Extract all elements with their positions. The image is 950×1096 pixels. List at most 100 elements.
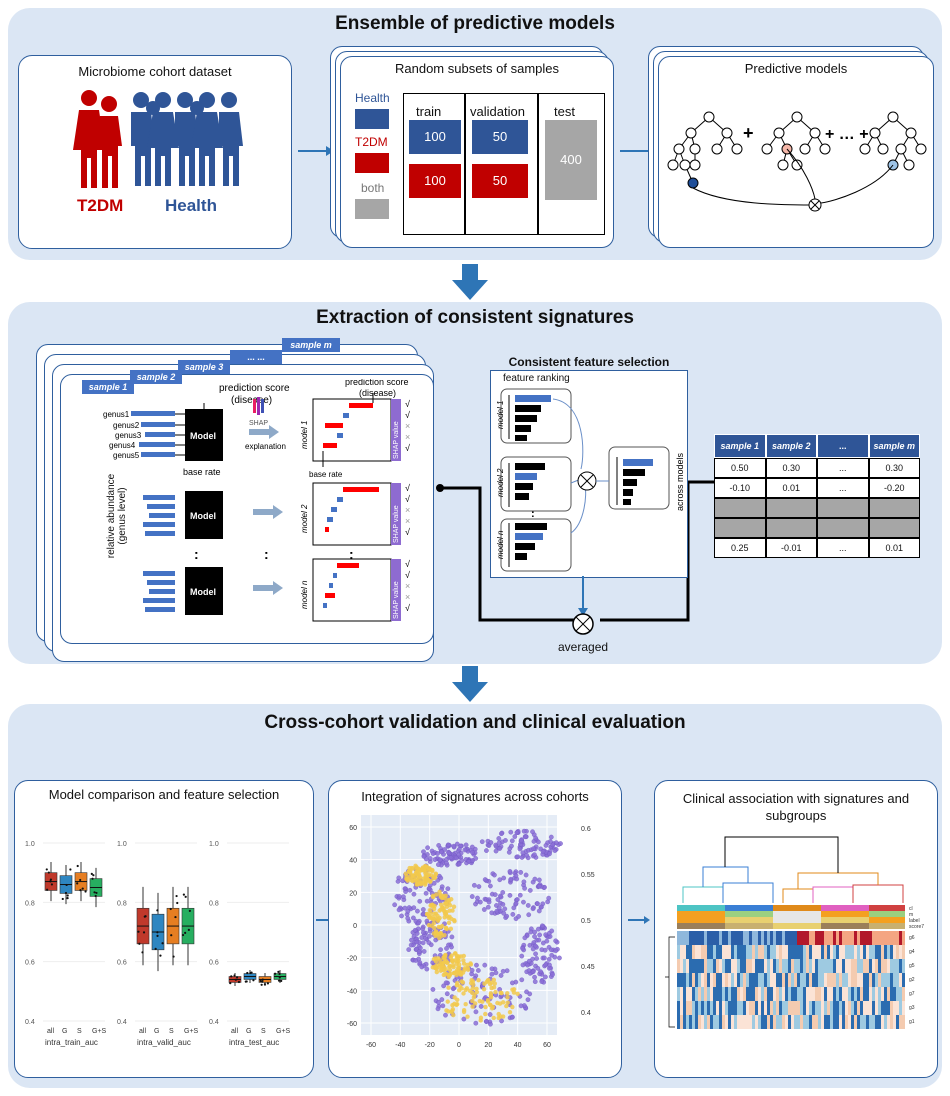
heatmap-cell	[833, 987, 836, 1001]
tsne-point	[491, 1015, 496, 1021]
heatmap-cell	[863, 987, 866, 1001]
annotation-cell	[825, 911, 829, 917]
tsne-point	[433, 965, 439, 970]
data-point	[229, 982, 232, 985]
tsne-point	[430, 987, 436, 992]
heatmap-cell	[695, 931, 698, 945]
annotation-cell	[781, 911, 785, 917]
heatmap-cell	[722, 1015, 725, 1029]
tsne-point	[446, 850, 452, 856]
tick-label: 0.6	[117, 960, 127, 967]
heatmap-cell	[773, 987, 776, 1001]
heatmap-cell	[842, 931, 845, 945]
data-point	[141, 951, 144, 954]
tick-label: 0.4	[209, 1019, 219, 1026]
heatmap-cell	[782, 1001, 785, 1015]
heatmap-cell	[851, 1001, 854, 1015]
tsne-scatter: 60 40 20 0 -20 -40 -60 -60 -40 -20 0 20 40 60 0.6 0.55 0…	[347, 815, 595, 1049]
card-title-1: Clinical association with signatures and	[682, 791, 910, 806]
annotation-cell	[745, 905, 749, 911]
heatmap-cell	[677, 987, 680, 1001]
tsne-point	[419, 964, 425, 970]
tsne-point	[536, 877, 542, 883]
tsne-point	[532, 852, 537, 858]
annotation-cell	[729, 905, 733, 911]
heatmap-cell	[854, 973, 857, 987]
annotation-cell	[765, 911, 769, 917]
heatmap-cell	[869, 931, 872, 945]
tsne-point	[493, 989, 498, 995]
heatmap-cell	[791, 959, 794, 973]
tsne-point	[473, 1009, 479, 1015]
data-point	[45, 868, 48, 871]
annotation-cell	[809, 923, 813, 929]
heatmap-cell	[797, 945, 800, 959]
annotation-cell	[749, 905, 753, 911]
table-cell: 0.30	[868, 458, 920, 478]
heatmap-cell	[761, 931, 764, 945]
annotation-cell	[877, 911, 881, 917]
annotation-cell	[841, 917, 845, 923]
mark: √	[405, 410, 410, 420]
heatmap-cell	[818, 987, 821, 1001]
tsne-point	[408, 942, 414, 948]
tsne-point	[435, 1006, 441, 1012]
heatmap-cell	[719, 987, 722, 1001]
data-point	[142, 931, 146, 934]
annotation-cell	[717, 911, 721, 917]
heatmap-cell	[854, 959, 857, 973]
annotation-cell	[869, 923, 873, 929]
tab-sample-1[interactable]: sample 1	[82, 380, 134, 394]
heatmap-cell	[827, 931, 830, 945]
annotation-cell	[785, 905, 789, 911]
tab-sample-2[interactable]: sample 2	[130, 370, 182, 384]
heatmap-cell	[692, 959, 695, 973]
annotation-cell	[777, 917, 781, 923]
tsne-point	[495, 897, 501, 902]
heatmap-cell	[857, 973, 860, 987]
tsne-point	[420, 940, 426, 946]
heatmap-cell	[878, 1001, 881, 1015]
tick-label: 0.4	[117, 1019, 127, 1026]
tsne-point	[428, 910, 434, 916]
tsne-point	[432, 911, 437, 916]
heatmap-cell	[785, 1015, 788, 1029]
tsne-point	[478, 1015, 484, 1020]
tab-sample-3[interactable]: sample 3	[178, 360, 230, 374]
tsne-point	[553, 938, 559, 944]
heatmap-cell	[746, 1001, 749, 1015]
heatmap-cell	[857, 959, 860, 973]
heatmap-cell	[695, 945, 698, 959]
heatmap-cell	[887, 973, 890, 987]
annotation-cell	[705, 911, 709, 917]
heatmap-cell	[875, 959, 878, 973]
heatmap-cell	[896, 1015, 899, 1029]
tsne-point	[463, 987, 468, 993]
tsne-point	[482, 981, 487, 986]
heatmap-cell	[722, 973, 725, 987]
annotation-cell	[805, 923, 809, 929]
heatmap-row-label: g6	[909, 935, 915, 941]
annotation-cell	[873, 917, 877, 923]
heatmap-cell	[836, 945, 839, 959]
tsne-point	[525, 962, 530, 968]
heatmap-cell	[833, 1015, 836, 1029]
heatmap-cell	[758, 1015, 761, 1029]
colorbar-tick: 0.6	[581, 826, 591, 833]
heatmap-cell	[866, 1001, 869, 1015]
tab-sample-m[interactable]: sample m	[282, 338, 340, 352]
annotation-cell	[697, 923, 701, 929]
heatmap-cell	[803, 973, 806, 987]
tsne-point	[448, 926, 454, 932]
data-point	[252, 979, 255, 982]
heatmap-cell	[683, 973, 686, 987]
annotation-cell	[725, 911, 729, 917]
annotation-cell	[789, 923, 793, 929]
data-point	[260, 983, 263, 986]
heatmap-cell	[779, 1001, 782, 1015]
shap-value-label: SHAP value	[393, 421, 400, 459]
annotation-cell	[825, 905, 829, 911]
tab-ellipsis[interactable]: ... ...	[230, 350, 282, 364]
data-point	[175, 894, 178, 898]
plus-dots: + … +	[825, 126, 869, 143]
